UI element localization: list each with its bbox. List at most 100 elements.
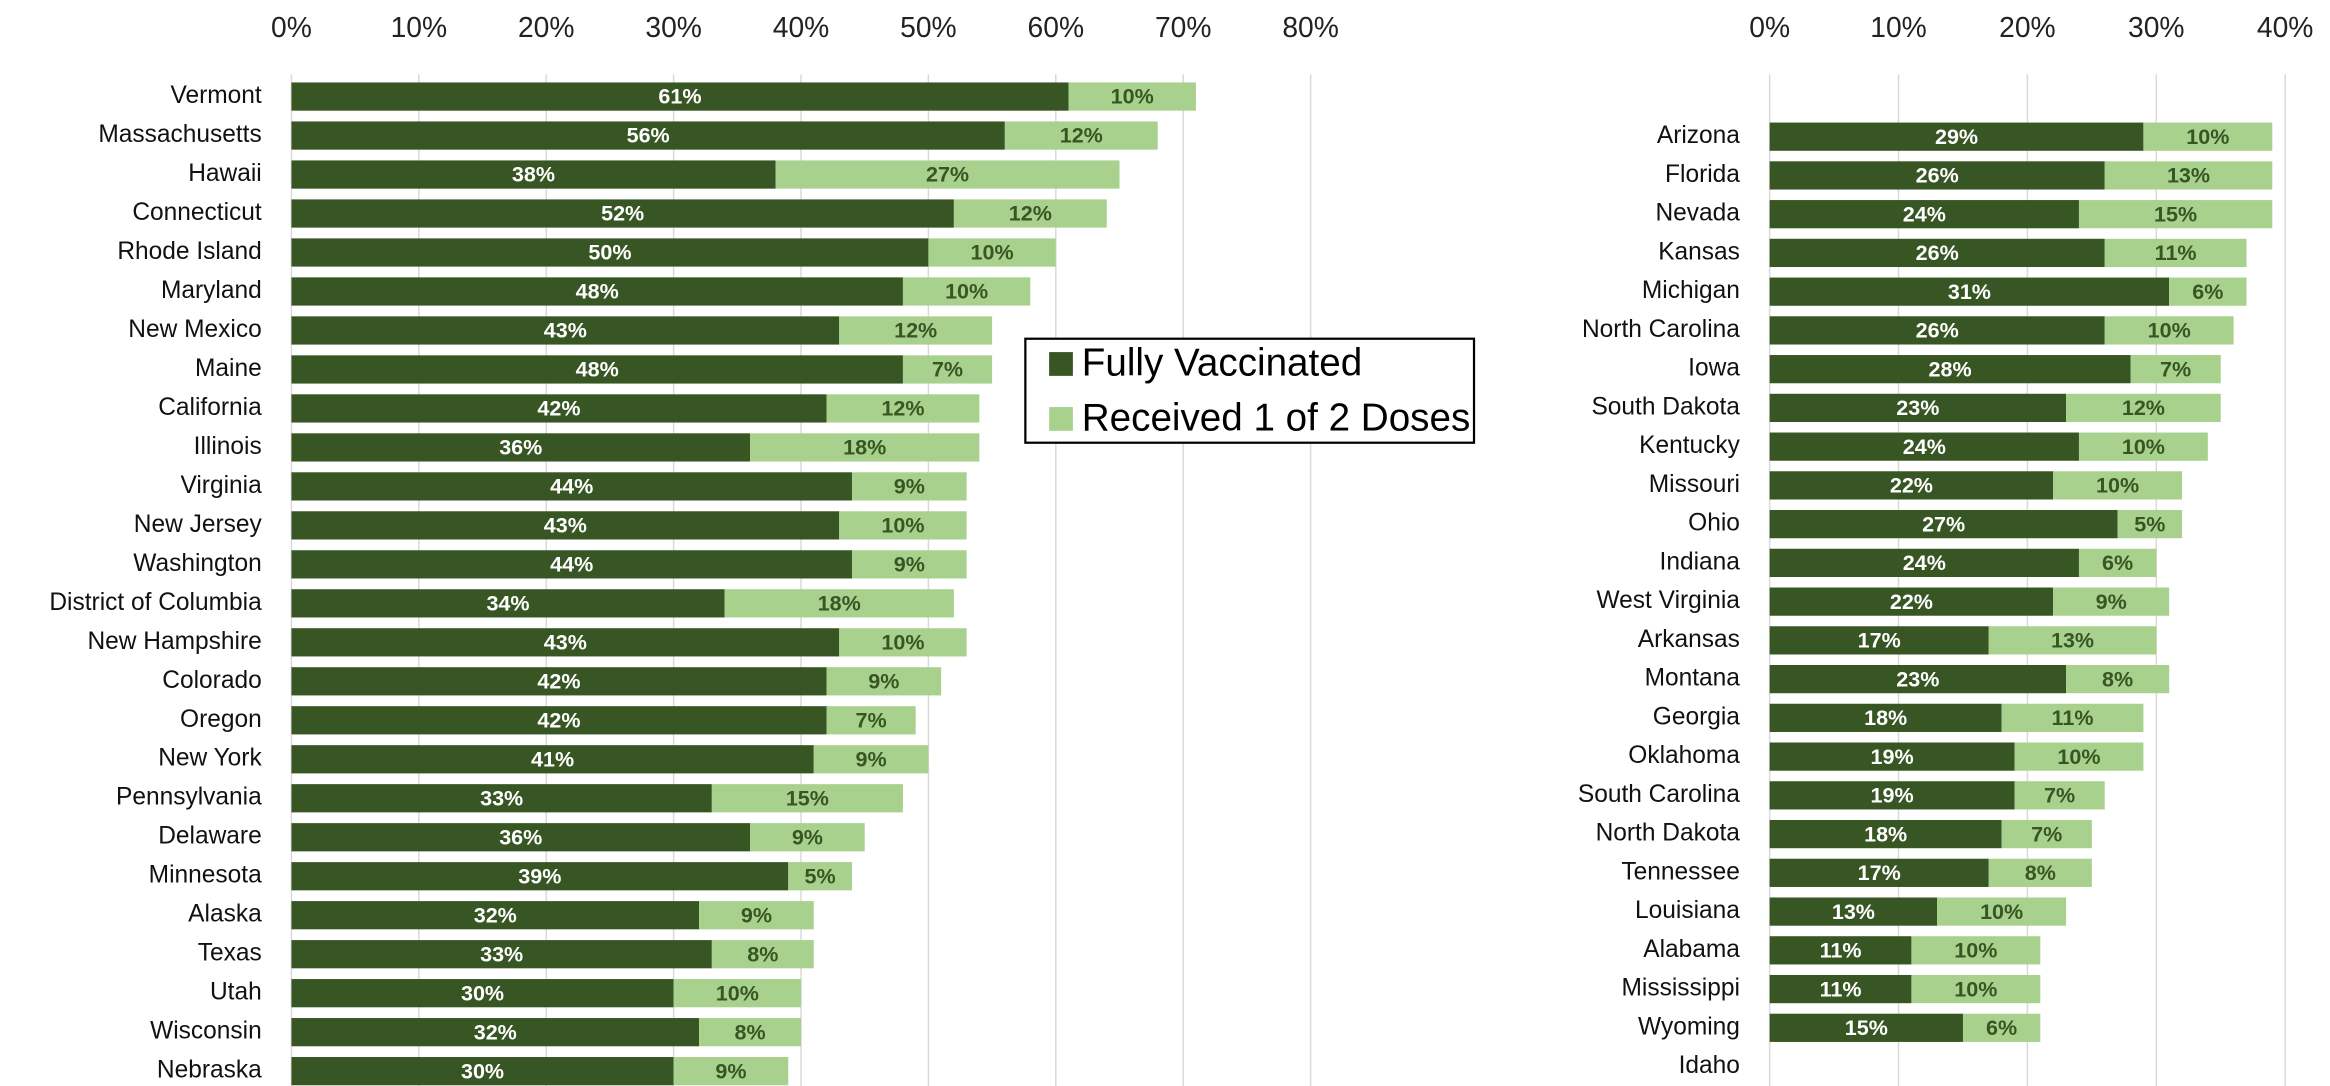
bar-segment [1004,121,1158,150]
x-tick-label: 40% [773,11,829,43]
data-label: 9% [894,553,925,577]
category-label: Kentucky [1639,432,1741,459]
bar-segment [2066,665,2170,694]
data-label: 18% [1864,822,1907,846]
bar-segment [750,433,980,462]
data-label: 52% [601,202,644,226]
bar-segment [2143,122,2273,151]
data-label: 23% [1896,396,1939,420]
data-label: 7% [2031,822,2062,846]
data-label: 10% [1980,900,2023,924]
category-label: Arizona [1657,122,1740,149]
data-label: 44% [550,475,593,499]
data-label: 24% [1903,435,1946,459]
category-label: Nebraska [157,1057,262,1084]
data-label: 11% [1820,977,1862,1001]
bar-segment [1769,936,1912,965]
bar-segment [1769,819,2002,849]
data-label: 9% [792,825,823,849]
bar-segment [839,511,967,540]
bar-segment [291,745,814,774]
bar-segment [1769,316,2105,345]
category-label: Texas [198,940,262,967]
data-label: 11% [2052,706,2094,730]
bar-segment [724,589,954,618]
bar-segment [851,550,967,579]
data-label: 48% [576,280,619,304]
data-label: 33% [480,786,523,810]
category-label: Ohio [1688,510,1740,537]
bar-segment [826,394,980,423]
bar-segment [291,472,852,501]
category-label: Hawaii [188,160,262,187]
data-label: 10% [2057,745,2100,769]
bar-segment [1769,393,2067,423]
data-label: 9% [715,1059,746,1083]
data-label: 10% [971,241,1014,265]
bar-segment [699,1018,802,1047]
bar-segment [291,979,674,1008]
data-label: 13% [1832,900,1875,924]
bar-segment [2078,432,2208,461]
data-label: 10% [2122,435,2165,459]
data-label: 23% [1896,667,1939,691]
data-label: 12% [881,397,924,421]
category-label: New Jersey [134,511,263,538]
x-tick-label: 10% [391,11,447,43]
bar-segment [1769,200,2079,229]
x-tick-label: 0% [271,11,312,43]
data-label: 19% [1871,784,1914,808]
data-label: 12% [2122,396,2165,420]
bar-segment [711,940,814,969]
bar-segment [1911,974,2041,1004]
data-label: 10% [881,514,924,538]
data-label: 17% [1858,861,1901,885]
category-label: Minnesota [149,862,262,889]
data-label: 38% [512,163,555,187]
bar-segment [1769,238,2105,268]
bar-segment [1769,161,2105,190]
bar-segment [291,823,751,852]
bar-segment [1769,1013,1963,1042]
data-label: 9% [856,747,887,771]
data-label: 43% [544,514,587,538]
data-label: 22% [1890,590,1933,614]
bar-segment [2104,238,2247,268]
data-label: 50% [588,241,631,265]
data-label: 8% [2025,861,2056,885]
data-label: 9% [741,903,772,927]
bar-segment [291,160,776,189]
data-label: 56% [627,124,670,148]
category-label: Wyoming [1638,1013,1740,1040]
category-label: Colorado [162,667,261,694]
x-tick-label: 50% [900,11,956,43]
category-label: Oklahoma [1628,742,1740,769]
bar-segment [1988,626,2157,655]
data-label: 42% [537,708,580,732]
bar-segment [1769,355,2131,384]
category-label: Pennsylvania [116,784,262,811]
data-label: 32% [474,1020,517,1044]
x-tick-label: 10% [1870,11,1926,43]
bar-segment [775,160,1120,189]
category-label: Alabama [1643,936,1740,963]
bar-segment [291,1057,674,1086]
data-label: 30% [461,1059,504,1083]
bar-segment [291,784,712,813]
data-label: 32% [474,903,517,927]
data-label: 7% [932,358,963,382]
data-label: 9% [894,475,925,499]
category-label: Massachusetts [98,121,261,148]
data-label: 15% [1845,1016,1888,1040]
data-label: 18% [1864,706,1907,730]
category-label: Louisiana [1635,897,1740,924]
bar-segment [2117,510,2183,539]
data-label: 8% [2102,667,2133,691]
legend-label: Fully Vaccinated [1082,342,1362,385]
bar-segment [928,238,1056,267]
data-label: 7% [2160,357,2191,381]
data-label: 42% [537,397,580,421]
data-label: 5% [805,864,836,888]
bar-segment [1769,548,2079,577]
